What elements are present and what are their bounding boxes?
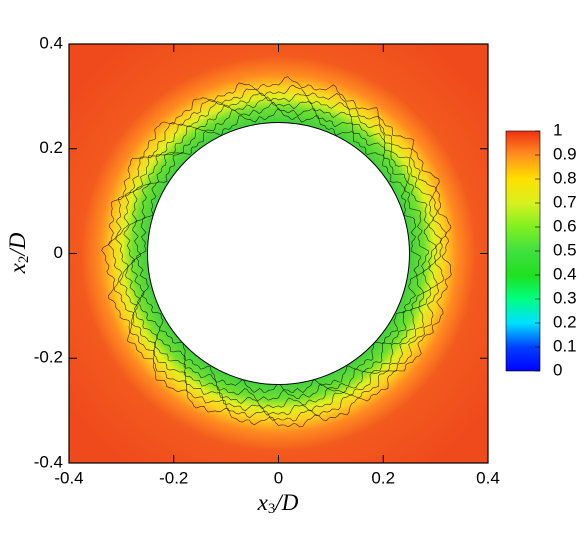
x-tick-label: 0.4	[476, 468, 500, 487]
x-tick-label: 0	[274, 468, 283, 487]
y-tick-label: -0.4	[34, 452, 63, 471]
y-tick-label: 0.2	[39, 138, 63, 157]
y-tick-label: 0.4	[39, 33, 63, 52]
colorbar-label: 0.3	[553, 288, 577, 307]
colorbar-label: 0.2	[553, 312, 577, 331]
colorbar-label: 0.8	[553, 168, 577, 187]
colorbar	[505, 130, 541, 372]
contour-line	[115, 92, 443, 416]
colorbar-label: 0	[553, 360, 562, 379]
x-axis-label: x3/D	[257, 490, 299, 517]
x-tick-label: 0.2	[371, 468, 395, 487]
colorbar-label: 0.5	[553, 240, 577, 259]
contour-line	[123, 96, 437, 410]
colorbar-label: 0.1	[553, 336, 577, 355]
colorbar-label: 1	[553, 120, 562, 139]
contour-line	[136, 107, 421, 393]
x-tick-label: -0.2	[159, 468, 188, 487]
colorbar-label: 0.6	[553, 216, 577, 235]
y-axis-label: x2/D	[5, 232, 32, 274]
y-tick-label: -0.2	[34, 348, 63, 367]
colorbar-label: 0.4	[553, 264, 577, 283]
contour-line	[101, 76, 452, 428]
colorbar-label: 0.9	[553, 144, 577, 163]
y-tick-label: 0	[54, 243, 63, 262]
contour-line	[108, 84, 447, 422]
cylinder	[147, 122, 410, 385]
colorbar-label: 0.7	[553, 192, 577, 211]
x-tick-label: -0.4	[54, 468, 83, 487]
